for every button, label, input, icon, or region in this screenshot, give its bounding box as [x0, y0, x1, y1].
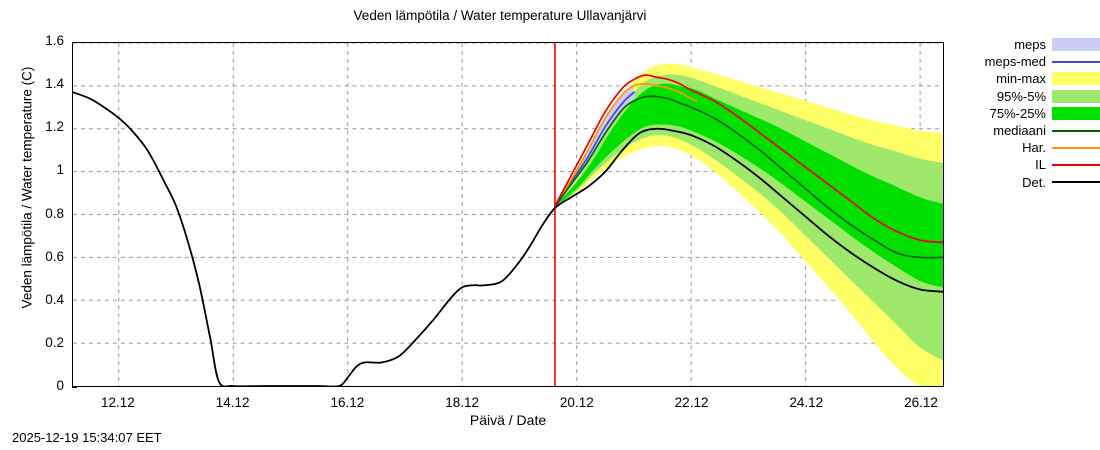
series-meps-med [554, 91, 635, 209]
legend-item-mediaani: mediaani [960, 122, 1100, 139]
legend-swatch [1052, 38, 1100, 52]
legend-item-det-: Det. [960, 174, 1100, 191]
page-title: Veden lämpötila / Water temperature Ulla… [353, 8, 647, 23]
legend-label: min-max [996, 71, 1046, 87]
timestamp-label: 2025-12-19 15:34:07 EET [12, 430, 162, 445]
legend-swatch [1052, 176, 1100, 189]
band-95%-5% [554, 74, 943, 361]
x-tick-label: 22.12 [674, 395, 709, 410]
legend-line-swatch [1052, 146, 1100, 149]
x-tick-label: 16.12 [330, 395, 365, 410]
legend-line-swatch [1052, 129, 1100, 132]
x-tick-label: 18.12 [445, 395, 479, 410]
series-IL [554, 74, 943, 244]
legend-item-min-max: min-max [960, 70, 1100, 87]
y-tick-label: 0.8 [45, 205, 64, 221]
legend-line-swatch [1052, 181, 1100, 184]
legend-label: IL [1035, 157, 1046, 173]
chart-legend: meps meps-med min-max 95%-5% 75%-25% mediaani… [960, 36, 1100, 191]
legend-item-il: IL [960, 156, 1100, 173]
x-tick-label: 26.12 [904, 395, 938, 410]
y-tick-mark [72, 387, 77, 388]
legend-label: mediaani [993, 123, 1046, 139]
series-Det. [73, 91, 943, 386]
x-tick-label: 14.12 [215, 395, 250, 410]
legend-item-har-: Har. [960, 139, 1100, 156]
x-axis-label: Päivä / Date [469, 412, 547, 428]
series-mediaani [554, 95, 943, 259]
x-tick-label: 12.12 [100, 395, 135, 410]
legend-label: meps-med [984, 54, 1046, 70]
legend-band-swatch [1052, 72, 1100, 86]
legend-item-95-5-: 95%-5% [960, 88, 1100, 105]
legend-swatch [1052, 141, 1100, 154]
legend-label: Det. [1022, 174, 1046, 190]
legend-swatch [1052, 89, 1100, 103]
x-tick-label: 20.12 [559, 395, 594, 410]
legend-swatch [1052, 72, 1100, 86]
legend-swatch [1052, 106, 1100, 120]
legend-band-swatch [1052, 89, 1100, 103]
y-tick-label: 0 [56, 378, 64, 393]
chart-svg [73, 43, 943, 386]
legend-item-meps-med: meps-med [960, 53, 1100, 70]
y-tick-label: 1 [56, 162, 64, 178]
y-tick-label: 0.2 [45, 334, 64, 350]
y-tick-label: 1.2 [45, 119, 64, 135]
legend-swatch [1052, 158, 1100, 171]
legend-label: 75%-25% [989, 105, 1046, 121]
legend-band-swatch [1052, 38, 1100, 52]
legend-item-75-25-: 75%-25% [960, 105, 1100, 122]
y-tick-label: 0.4 [45, 291, 64, 307]
legend-label: 95%-5% [996, 88, 1046, 104]
plot-area [72, 42, 944, 387]
series-Har. [554, 82, 698, 207]
y-tick-label: 1.6 [45, 33, 64, 48]
legend-swatch [1052, 124, 1100, 137]
y-tick-label: 1.4 [45, 76, 64, 92]
legend-line-swatch [1052, 163, 1100, 167]
legend-swatch [1052, 55, 1100, 68]
x-tick-label: 24.12 [789, 395, 824, 410]
legend-label: Har. [1022, 140, 1046, 156]
y-tick-label: 0.6 [45, 248, 64, 264]
legend-line-swatch [1052, 60, 1100, 63]
legend-label: meps [1014, 37, 1046, 53]
legend-item-meps: meps [960, 36, 1100, 53]
legend-band-swatch [1052, 106, 1100, 120]
